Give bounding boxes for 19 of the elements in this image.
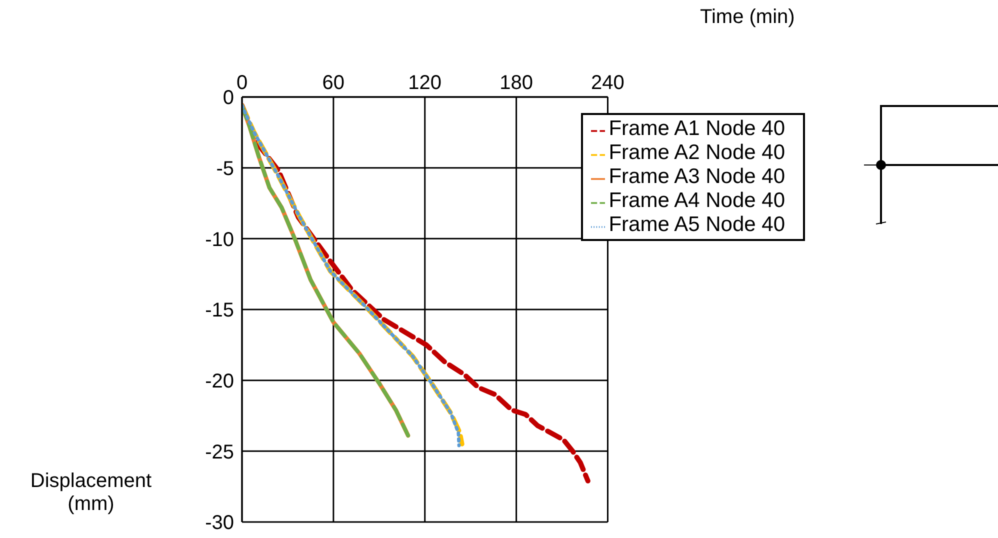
y-tick-label: -25 [205,441,234,464]
y-tick-label: -20 [205,370,234,392]
x-tick-label: 60 [322,72,345,94]
legend-label: Frame A1 Node 40 [608,117,785,140]
y-tick-label: -5 [216,158,234,180]
y-tick-label: -15 [205,300,234,322]
legend-label: Frame A5 Node 40 [608,213,785,236]
x-tick-label: 180 [500,72,533,94]
y-axis-title: Displacement (mm) [29,470,153,516]
x-tick-label: 120 [408,72,442,94]
x-tick-label: 240 [591,72,624,94]
x-axis-title: Time (min) [700,6,795,29]
y-tick-label: -30 [205,512,234,534]
x-tick-label: 0 [236,72,248,94]
legend-label: Frame A3 Node 40 [608,165,785,188]
y-tick-label: 0 [222,87,234,110]
legend-label: Frame A2 Node 40 [608,141,785,164]
y-tick-label: -10 [205,228,234,251]
legend-label: Frame A4 Node 40 [608,189,785,212]
